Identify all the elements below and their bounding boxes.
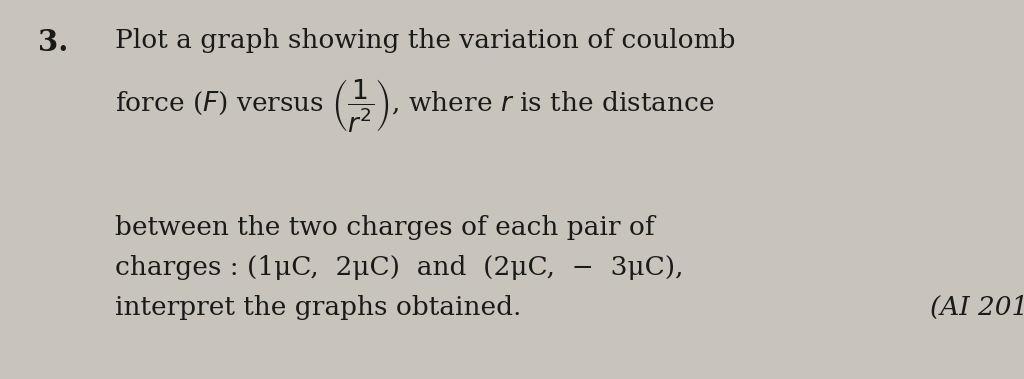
Text: interpret the graphs obtained.: interpret the graphs obtained. <box>115 295 521 320</box>
Text: charges : (1μC,  2μC)  and  (2μC,  −  3μC),: charges : (1μC, 2μC) and (2μC, − 3μC), <box>115 255 683 280</box>
Text: (AI 2011): (AI 2011) <box>930 295 1024 320</box>
Text: between the two charges of each pair of: between the two charges of each pair of <box>115 215 654 240</box>
Text: 3.: 3. <box>38 28 69 57</box>
Text: force ($F$) versus $\left(\dfrac{1}{r^2}\right)$, where $r$ is the distance: force ($F$) versus $\left(\dfrac{1}{r^2}… <box>115 77 715 133</box>
Text: Plot a graph showing the variation of coulomb: Plot a graph showing the variation of co… <box>115 28 735 53</box>
